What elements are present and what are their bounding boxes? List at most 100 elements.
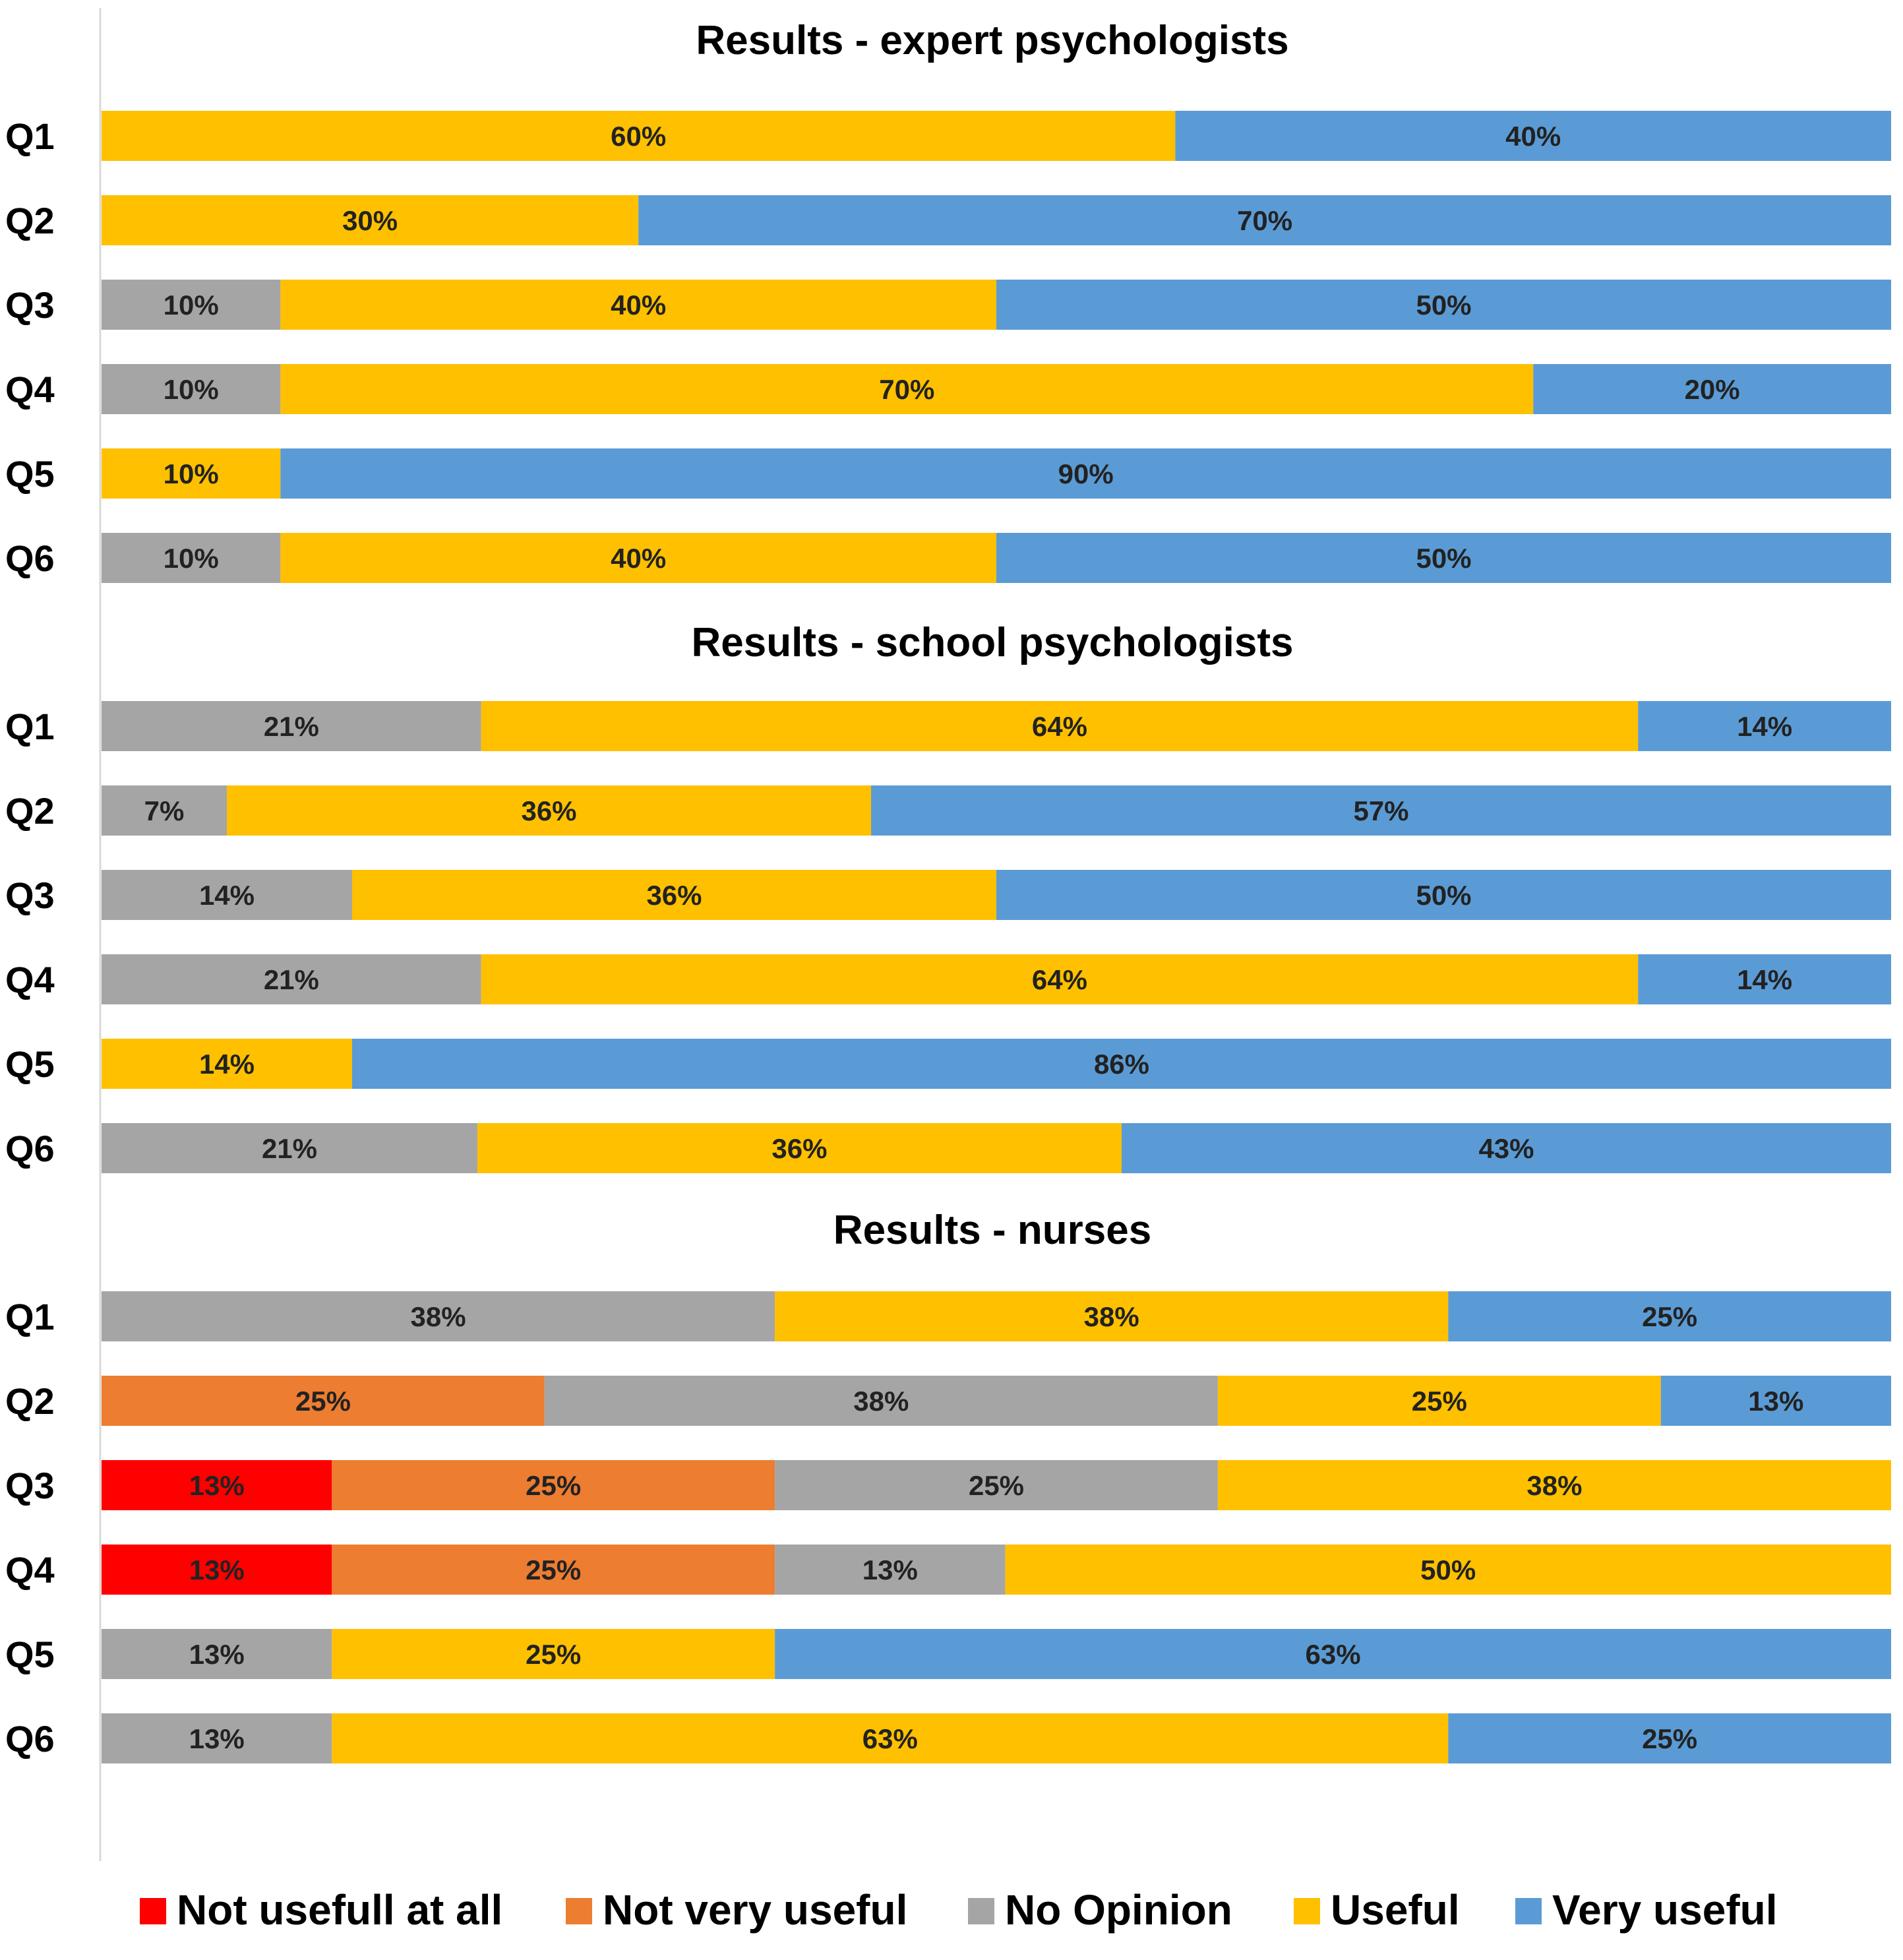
data-label: 21% [262,1133,317,1164]
data-label: 63% [1306,1639,1361,1670]
bar-segment [1638,701,1891,751]
bar-segment [638,195,1892,245]
bar-segment [102,1460,332,1510]
data-label: 64% [1032,711,1087,742]
data-label: 38% [853,1386,909,1417]
bar-segment [102,364,281,414]
data-label: 60% [611,121,666,152]
bar-segment [1121,1123,1891,1173]
category-label: Q6 [5,1128,55,1169]
panel-title: Results - nurses [833,1208,1151,1253]
category-label: Q5 [5,453,55,495]
legend-label: Very useful [1552,1886,1778,1934]
category-label: Q3 [5,284,55,326]
legend-label: No Opinion [1005,1886,1232,1934]
data-label: 40% [611,290,666,321]
bar-segment [102,195,639,245]
bar-segment [102,533,281,583]
legend-label: Not usefull at all [177,1886,502,1934]
data-label: 10% [164,543,219,574]
legend-swatch [1294,1898,1320,1924]
bar-segment [332,1713,1449,1763]
bar-segment [280,448,1892,499]
legend-label: Useful [1331,1886,1460,1934]
bar-segment [775,1291,1449,1341]
data-label: 36% [646,880,702,911]
bar-segment [102,785,227,836]
bar-segment [775,1545,1006,1595]
panel-title: Results - expert psychologists [696,18,1288,63]
bar-segment [996,870,1891,920]
bar-segment [996,533,1891,583]
bar-segment [351,870,996,920]
data-label: 10% [164,458,219,489]
data-label: 70% [879,374,934,405]
bar-segment [481,701,1639,751]
data-label: 21% [264,711,319,742]
bar-segment [280,533,996,583]
bar-segment [544,1376,1218,1426]
panel-title: Results - school psychologists [692,620,1294,665]
bar-segment [1533,364,1891,414]
data-label: 14% [199,1049,255,1080]
bar-segment [280,280,996,330]
category-label: Q4 [5,959,55,1000]
data-label: 50% [1416,290,1471,321]
data-label: 25% [1642,1301,1697,1332]
bar-segment [102,701,481,751]
bar-segment [102,954,481,1004]
bar-segment [102,870,352,920]
bar-segment [102,1545,332,1595]
category-label: Q1 [5,1296,55,1337]
data-label: 50% [1416,880,1471,911]
data-label: 21% [264,964,319,995]
category-label: Q6 [5,537,55,579]
data-label: 25% [969,1470,1024,1501]
data-label: 14% [1737,964,1792,995]
data-label: 86% [1094,1049,1149,1080]
data-label: 50% [1416,543,1471,574]
data-label: 10% [164,374,219,405]
legend-swatch [566,1898,592,1924]
data-label: 63% [862,1723,918,1754]
data-label: 13% [189,1470,245,1501]
data-label: 20% [1685,374,1740,405]
category-label: Q1 [5,706,55,747]
bar-segment [871,785,1891,836]
bar-segment [1638,954,1891,1004]
data-label: 25% [526,1639,581,1670]
bar-segment [332,1629,775,1679]
data-label: 50% [1420,1554,1476,1585]
data-label: 7% [144,795,185,826]
legend-swatch [1515,1898,1542,1924]
data-label: 25% [526,1554,581,1585]
bar-segment [102,111,1176,161]
bar-segment [477,1123,1122,1173]
data-label: 57% [1353,795,1408,826]
data-label: 38% [1526,1470,1582,1501]
bar-segment [1005,1545,1891,1595]
data-label: 13% [1748,1386,1803,1417]
category-label: Q3 [5,874,55,916]
category-label: Q1 [5,115,55,157]
data-label: 40% [611,543,666,574]
data-label: 64% [1032,964,1087,995]
legend-swatch [140,1898,166,1924]
bar-segment [332,1545,775,1595]
data-label: 30% [342,205,398,236]
category-label: Q4 [5,369,55,410]
legend-swatch [968,1898,994,1924]
data-label: 13% [189,1723,245,1754]
bar-segment [1175,111,1891,161]
data-label: 40% [1505,121,1561,152]
bar-segment [102,1123,477,1173]
bar-segment [996,280,1891,330]
data-label: 13% [862,1554,918,1585]
legend-label: Not very useful [603,1886,907,1934]
bar-segment [102,448,281,499]
data-label: 38% [1084,1301,1139,1332]
data-label: 13% [189,1639,245,1670]
bar-segment [1660,1376,1891,1426]
